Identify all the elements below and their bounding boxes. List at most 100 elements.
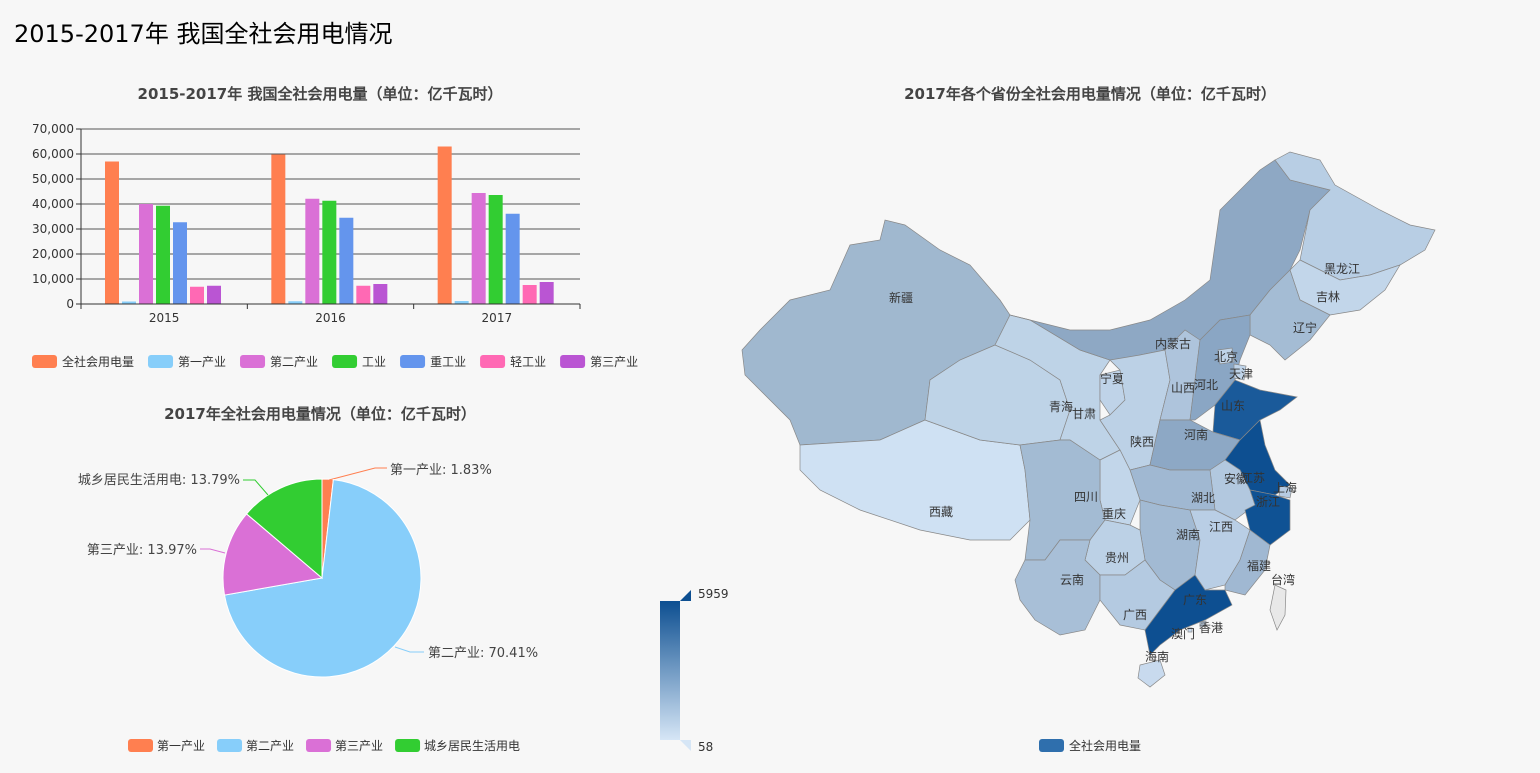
province-label: 贵州 [1105,551,1129,565]
bar-第三产业[interactable] [539,282,554,304]
province-label: 陕西 [1130,434,1154,449]
bar-工业[interactable] [488,195,503,304]
bar-全社会用电量[interactable] [437,146,452,305]
map-legend-item[interactable]: 全社会用电量 [1069,738,1141,753]
legend-swatch[interactable] [332,355,358,368]
province-label: 四川 [1074,490,1098,504]
bar-重工业[interactable] [505,213,520,304]
legend-item[interactable]: 轻工业 [510,355,546,369]
bar-工业[interactable] [322,200,337,304]
province-澳门[interactable] [1187,627,1193,633]
province-label: 黑龙江 [1324,262,1360,276]
y-tick-label: 0 [66,297,74,311]
province-label: 河北 [1194,378,1218,392]
legend-swatch[interactable] [560,355,586,368]
province-label: 重庆 [1102,507,1126,521]
bar-轻工业[interactable] [522,285,537,304]
bar-第二产业[interactable] [139,204,153,304]
bar-第二产业[interactable] [471,193,486,304]
bar-重工业[interactable] [339,217,354,304]
bar-chart-title: 2015-2017年 我国全社会用电量（单位：亿千瓦时） [137,85,503,103]
bar-重工业[interactable] [173,222,187,304]
y-tick-label: 50,000 [32,172,74,186]
province-label: 上海 [1273,480,1297,495]
visual-map-handle-bottom[interactable] [680,740,691,751]
bar-第一产业[interactable] [122,301,136,305]
province-海南[interactable] [1137,659,1166,688]
y-tick-label: 70,000 [32,122,74,136]
province-label: 云南 [1060,572,1084,587]
legend-item[interactable]: 第二产业 [246,739,294,753]
legend-swatch[interactable] [400,355,426,368]
province-label: 香港 [1199,621,1223,635]
province-label: 广西 [1123,608,1147,622]
legend-swatch[interactable] [217,739,243,752]
province-台湾[interactable] [1269,584,1287,631]
pie-label: 城乡居民生活用电: 13.79% [78,473,240,488]
legend-swatch[interactable] [306,739,332,752]
bar-第三产业[interactable] [373,284,388,304]
bar-第一产业[interactable] [288,301,303,304]
pie-slice-城乡居民生活用电[interactable] [245,478,323,580]
province-label: 澳门 [1171,626,1195,641]
legend-swatch[interactable] [395,739,421,752]
province-label: 河南 [1184,427,1208,442]
province-香港[interactable] [1199,620,1207,628]
legend-item[interactable]: 工业 [362,355,386,369]
bar-全社会用电量[interactable] [271,154,286,305]
bar-第一产业[interactable] [454,301,469,304]
x-tick-label: 2017 [482,311,513,325]
bar-第三产业[interactable] [207,285,221,304]
province-label: 西藏 [929,505,953,519]
province-label: 吉林 [1316,290,1340,304]
pie-label-line [328,467,387,481]
pie-label: 第一产业: 1.83% [390,463,492,478]
pie-chart-title: 2017年全社会用电量情况（单位：亿千瓦时） [164,405,476,423]
legend-swatch[interactable] [32,355,57,368]
province-label: 北京 [1214,350,1238,364]
province-广东[interactable] [1144,574,1233,656]
bar-第二产业[interactable] [305,198,320,304]
x-tick-label: 2015 [149,311,180,325]
legend-item[interactable]: 全社会用电量 [62,354,134,369]
legend-item[interactable]: 城乡居民生活用电 [424,739,520,753]
province-label: 辽宁 [1293,320,1317,335]
legend-item[interactable]: 第三产业 [335,739,383,753]
province-label: 山西 [1171,381,1195,395]
visual-map-max: 5959 [698,587,729,601]
legend-item[interactable]: 第三产业 [590,355,638,369]
province-辽宁[interactable] [1249,269,1331,361]
legend-swatch[interactable] [480,355,506,368]
bar-轻工业[interactable] [356,285,371,304]
province-福建[interactable] [1224,529,1271,596]
legend-item[interactable]: 第一产业 [178,355,226,369]
legend-swatch[interactable] [128,739,153,752]
province-label: 江西 [1209,520,1233,534]
legend-swatch[interactable] [148,355,174,368]
province-label: 海南 [1145,649,1169,664]
map-title: 2017年各个省份全社会用电量情况（单位：亿千瓦时） [904,85,1276,103]
bar-轻工业[interactable] [190,286,204,304]
province-上海[interactable] [1278,485,1293,499]
legend-item[interactable]: 第一产业 [157,739,205,753]
legend-swatch[interactable] [240,355,266,368]
pie-slice-第三产业[interactable] [222,513,324,596]
pie-label-line [243,479,269,496]
page-title: 2015-2017年 我国全社会用电情况 [14,20,393,48]
legend-item[interactable]: 重工业 [430,355,466,369]
bar-全社会用电量[interactable] [105,161,119,305]
province-天津[interactable] [1233,363,1247,381]
province-北京[interactable] [1217,347,1235,365]
pie-label-line [394,646,424,653]
province-label: 内蒙古 [1155,336,1191,351]
visual-map-handle-top[interactable] [680,590,691,601]
pie-label: 第三产业: 13.97% [87,543,197,558]
province-label: 安徽 [1224,471,1248,486]
bar-工业[interactable] [156,205,170,304]
province-黑龙江[interactable] [1274,151,1436,281]
map-legend-swatch[interactable] [1039,739,1064,752]
legend-item[interactable]: 第二产业 [270,355,318,369]
visual-map-bar[interactable] [660,601,680,740]
province-新疆[interactable] [741,219,1011,446]
